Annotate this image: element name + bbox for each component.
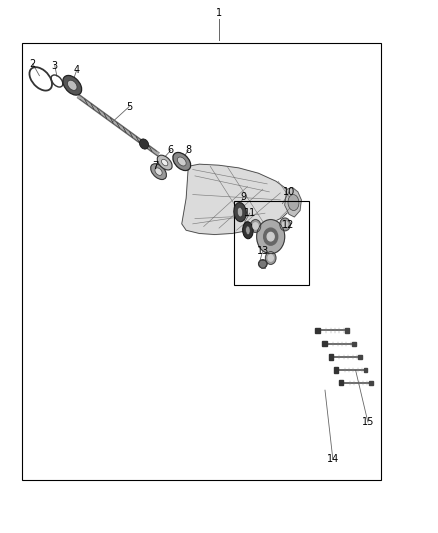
Circle shape (283, 221, 288, 228)
Text: 3: 3 (52, 61, 58, 70)
Circle shape (264, 228, 278, 245)
Polygon shape (182, 164, 293, 235)
Circle shape (250, 220, 261, 232)
FancyBboxPatch shape (358, 355, 362, 359)
Text: 14: 14 (327, 455, 339, 464)
Ellipse shape (151, 164, 166, 180)
Text: 11: 11 (244, 208, 256, 218)
FancyBboxPatch shape (322, 341, 327, 346)
Ellipse shape (177, 157, 186, 166)
Text: 12: 12 (282, 220, 294, 230)
Circle shape (268, 255, 273, 261)
Bar (234, 201, 309, 285)
Ellipse shape (157, 155, 172, 170)
Ellipse shape (139, 139, 148, 149)
FancyBboxPatch shape (352, 342, 356, 346)
Ellipse shape (173, 152, 191, 171)
Ellipse shape (67, 80, 77, 91)
Text: 4: 4 (74, 66, 80, 75)
Ellipse shape (288, 195, 299, 211)
Ellipse shape (162, 159, 168, 166)
Ellipse shape (234, 203, 246, 222)
Ellipse shape (246, 226, 250, 235)
Text: 13: 13 (257, 246, 269, 255)
Circle shape (265, 252, 276, 264)
Text: 5: 5 (126, 102, 132, 111)
Ellipse shape (258, 260, 267, 268)
FancyBboxPatch shape (345, 328, 349, 333)
Bar (22, 43, 381, 480)
FancyBboxPatch shape (339, 380, 343, 385)
Text: 6: 6 (168, 146, 174, 155)
FancyBboxPatch shape (334, 367, 338, 373)
FancyBboxPatch shape (328, 354, 333, 360)
Text: 2: 2 (30, 59, 36, 69)
Ellipse shape (237, 207, 243, 217)
Circle shape (267, 232, 274, 241)
Text: 15: 15 (362, 417, 374, 427)
FancyBboxPatch shape (315, 328, 320, 333)
FancyBboxPatch shape (364, 368, 367, 372)
Ellipse shape (243, 222, 253, 239)
Ellipse shape (155, 168, 162, 175)
Circle shape (257, 220, 285, 254)
Circle shape (280, 218, 290, 231)
Circle shape (253, 223, 258, 229)
Text: 8: 8 (185, 146, 191, 155)
Text: 9: 9 (240, 192, 246, 202)
Polygon shape (285, 188, 301, 217)
Text: 10: 10 (283, 187, 295, 197)
FancyBboxPatch shape (369, 381, 373, 385)
Text: 7: 7 (152, 161, 159, 171)
Ellipse shape (63, 76, 81, 95)
Text: 1: 1 (216, 9, 222, 18)
